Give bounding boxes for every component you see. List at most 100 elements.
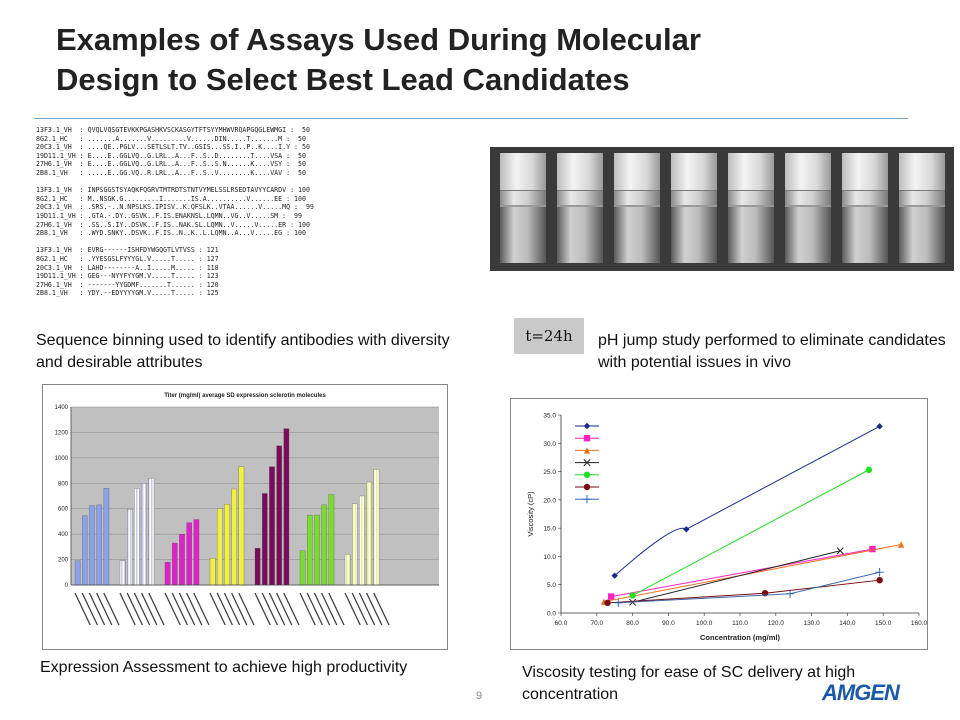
y-tick-label: 5.0 [547, 582, 556, 589]
series [629, 466, 873, 599]
sequence-line: 19D11.1_VH : .GTA.-.DY..GSVK..F.IS.ENAKN… [36, 211, 302, 220]
sequence-line: 8G2.1_HC : M..NSGK.G.........I.......IS.… [36, 194, 306, 203]
page-title: Examples of Assays Used During Molecular… [56, 20, 916, 100]
bar [373, 469, 380, 586]
bar [276, 445, 282, 586]
sequence-line: 19D11.1_VH : GEG---NYYFYYGM.V.....T.....… [36, 272, 219, 281]
bar [321, 504, 327, 586]
bar [328, 494, 335, 586]
data-point [875, 568, 884, 577]
data-point [876, 423, 883, 430]
data-point [583, 422, 591, 430]
x-tick-label [268, 592, 286, 626]
series-line [618, 571, 880, 604]
vial-cap [899, 153, 945, 191]
bar [217, 508, 223, 586]
bar [307, 514, 313, 586]
vial-cap [557, 153, 603, 191]
page-number: 9 [476, 690, 483, 702]
data-point [869, 545, 876, 553]
data-point [785, 589, 795, 598]
x-tick-label [186, 592, 203, 626]
vial-cap [785, 153, 831, 191]
series-line [614, 425, 880, 577]
x-stroke [836, 547, 844, 555]
series [614, 568, 884, 608]
y-tick-label: 1200 [55, 430, 69, 436]
x-tick-label [103, 592, 120, 626]
bar [209, 558, 216, 586]
vial [899, 153, 945, 263]
x-tick-label: 160.0 [911, 620, 927, 627]
bar [262, 493, 268, 586]
x-tick-label: 100.0 [696, 620, 713, 627]
x-tick-label [254, 592, 271, 626]
y-tick-label: 10.0 [543, 554, 556, 561]
sequence-line: 13F3.1_VH : QVQLVQSGTEVKKPGASHKVSCKASGYT… [36, 126, 310, 134]
x-tick-label [328, 592, 345, 626]
x-tick-label [321, 592, 338, 626]
x-tick-label: 130.0 [803, 620, 820, 627]
x-tick-label [313, 592, 331, 626]
bar [359, 495, 365, 586]
x-tick-label [276, 592, 293, 626]
vial-liquid [500, 205, 546, 263]
x-tick-label: 110.0 [732, 620, 748, 627]
sequence-line [36, 178, 436, 187]
x-tick-label [358, 592, 376, 626]
viscosity-chart: 0.0 5.0 10.0 15.0 20.0 25.0 30.0 35.0 60.0 70.0 80… [510, 398, 928, 650]
x-tick-label: 90.0 [662, 620, 675, 627]
expression-chart-svg: Titer (mg/ml) average SD expression scle… [55, 393, 439, 626]
x-stroke [583, 459, 591, 467]
vial-liquid [614, 205, 660, 263]
vial-cap [500, 153, 546, 191]
data-point [583, 459, 591, 467]
x-tick-label [164, 592, 181, 626]
expression-chart: Titer (mg/ml) average SD expression scle… [42, 384, 448, 650]
y-tick-label: 15.0 [543, 526, 556, 533]
amgen-logo: AMGEN [822, 680, 900, 705]
data-point [614, 598, 623, 608]
y-tick-label: 25.0 [543, 469, 556, 476]
viscosity-chart-svg: 0.0 5.0 10.0 15.0 20.0 25.0 30.0 35.0 60.0 70.0 80… [526, 413, 928, 643]
bar [134, 488, 140, 586]
vial [614, 153, 660, 263]
data-point [683, 526, 690, 533]
sequence-line: 27H6.1_VH : E....E..GGLVQ..G.LRL..A...F.… [36, 160, 306, 169]
bar [179, 533, 185, 586]
x-tick-label [119, 592, 136, 626]
bar [186, 522, 192, 586]
series [611, 423, 883, 579]
title-line-2: Design to Select Best Lead Candidates [56, 62, 630, 97]
vial [557, 153, 603, 263]
x-tick-label: 60.0 [555, 620, 568, 627]
x-tick-label: 80.0 [626, 620, 639, 627]
data-point [582, 495, 592, 504]
series-line [607, 579, 880, 604]
vial-photo [490, 147, 954, 271]
x-tick-label [216, 592, 233, 626]
data-point [865, 466, 873, 474]
bar [224, 504, 230, 586]
x-tick-label [171, 592, 188, 626]
data-point [607, 593, 615, 600]
data-point [604, 599, 611, 607]
expression-caption: Expression Assessment to achieve high pr… [40, 659, 408, 676]
bar [74, 560, 81, 586]
data-point [629, 592, 636, 599]
x-axis-label: Concentration (mg/ml) [700, 633, 781, 642]
bar [238, 466, 245, 586]
x-tick-label: 120.0 [768, 620, 785, 627]
data-point [836, 547, 844, 555]
x-tick-label: 70.0 [590, 620, 603, 627]
x-tick-label [141, 592, 158, 626]
bar [148, 478, 155, 586]
x-tick-label [299, 592, 316, 626]
vial-liquid [785, 205, 831, 263]
bar [231, 488, 237, 586]
y-tick-label: 400 [58, 532, 69, 538]
vial-liquid [557, 205, 603, 263]
x-tick-label [88, 592, 106, 626]
vial-liquid [728, 205, 774, 263]
y-tick-label: 600 [58, 507, 69, 513]
